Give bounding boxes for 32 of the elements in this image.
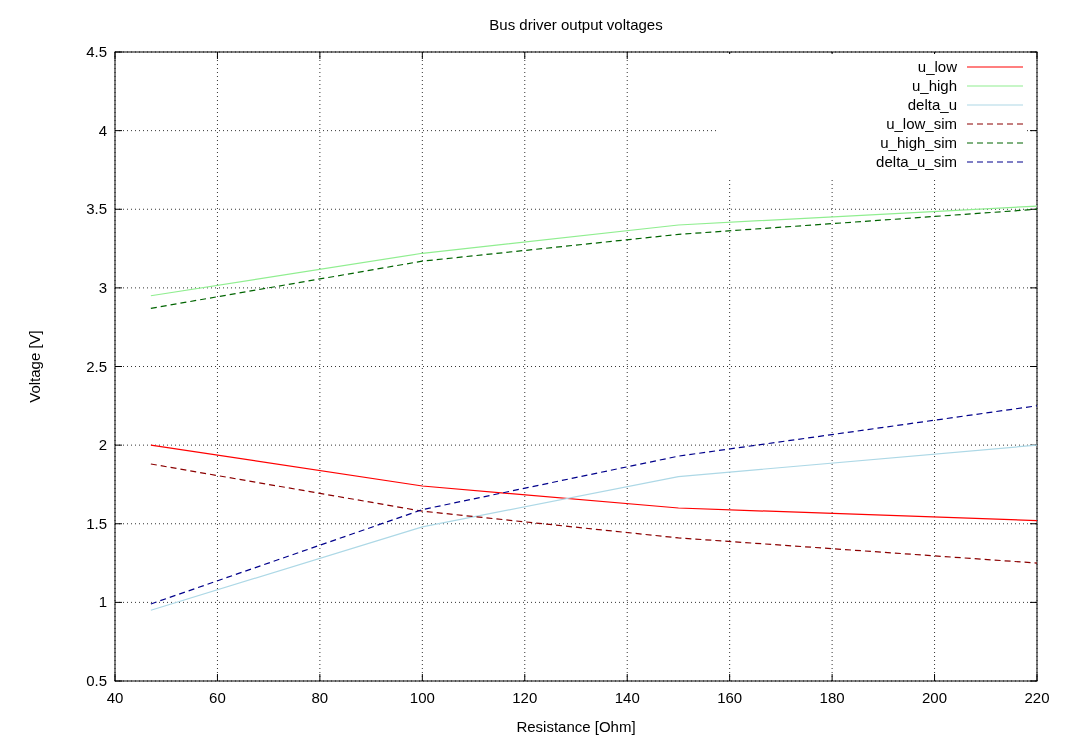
y-tick-label: 0.5 (86, 672, 107, 689)
legend-label: delta_u_sim (876, 153, 957, 170)
legend-label: u_low_sim (886, 115, 957, 132)
y-tick-label: 3 (98, 278, 107, 296)
line-series (150, 444, 1038, 611)
y-axis-title: Voltage [V] (26, 330, 43, 403)
y-tick-label: 2 (98, 436, 107, 454)
line-series (150, 405, 1038, 605)
line-series (150, 463, 1038, 564)
x-tick-label: 120 (512, 689, 538, 706)
x-tick-label: 100 (409, 689, 435, 706)
x-tick-label: 140 (614, 689, 640, 706)
x-tick-label: 80 (311, 689, 329, 706)
legend-label: u_high (911, 77, 957, 94)
y-tick-label: 2.5 (86, 357, 107, 375)
x-tick-label: 40 (106, 689, 124, 706)
x-tick-label: 200 (922, 689, 948, 706)
legend-label: u_low (917, 58, 958, 75)
y-tick-label: 3.5 (86, 200, 107, 218)
x-tick-label: 160 (717, 689, 743, 706)
legend-label: delta_u (907, 96, 957, 113)
y-tick-label: 4.5 (86, 43, 107, 60)
x-tick-label: 220 (1024, 689, 1050, 706)
x-tick-label: 60 (209, 689, 226, 706)
y-tick-label: 1.5 (86, 514, 107, 532)
chart-title: Bus driver output voltages (489, 16, 663, 33)
legend-label: u_high_sim (880, 134, 957, 151)
y-tick-label: 1 (98, 593, 107, 611)
x-tick-label: 180 (819, 689, 845, 706)
x-axis-title: Resistance [Ohm] (516, 718, 636, 735)
y-tick-label: 4 (98, 121, 107, 139)
line-series (150, 444, 1038, 522)
